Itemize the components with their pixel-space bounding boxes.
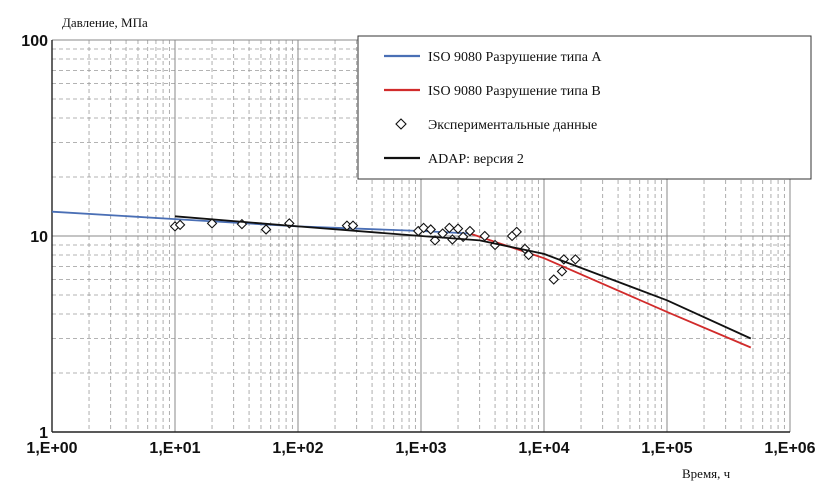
x-tick-label: 1,E+05 — [641, 440, 692, 457]
tick-labels: 1,E+00 1,E+01 1,E+02 1,E+03 1,E+04 1,E+05 1,E+… — [21, 33, 815, 457]
x-tick-label: 1,E+02 — [272, 440, 323, 457]
series-2-line — [469, 232, 752, 349]
data-point-marker — [479, 230, 491, 242]
y-tick-label: 1 — [39, 425, 48, 442]
legend-label: ADAP: версия 2 — [428, 152, 524, 167]
x-tick-label: 1,E+03 — [395, 440, 446, 457]
legend-swatch — [395, 118, 407, 130]
legend-box — [357, 35, 812, 180]
data-point-marker — [523, 249, 534, 261]
data-point-marker — [418, 222, 429, 234]
data-point-marker — [556, 266, 568, 277]
data-point-marker — [260, 224, 272, 235]
series-4-line — [174, 215, 752, 340]
data-point-marker — [452, 223, 464, 234]
y-tick-label: 10 — [30, 229, 48, 246]
x-tick-label: 1,E+00 — [26, 440, 77, 457]
legend-label: ISO 9080 Разрушение типа A — [428, 50, 602, 65]
data-point-marker — [464, 225, 476, 237]
data-point-marker — [206, 218, 218, 229]
x-tick-label: 1,E+06 — [764, 440, 815, 457]
data-point-marker — [444, 222, 455, 234]
series-layer — [51, 210, 752, 349]
data-point-marker — [570, 254, 581, 265]
axes — [51, 40, 790, 433]
legend-label: Экспериментальные данные — [428, 118, 597, 133]
legend: ISO 9080 Разрушение типа A ISO 9080 Разру… — [357, 35, 812, 180]
legend-label: ISO 9080 Разрушение типа B — [428, 84, 601, 99]
x-tick-label: 1,E+01 — [149, 440, 200, 457]
x-tick-label: 1,E+04 — [518, 440, 569, 457]
data-point-marker — [425, 224, 437, 235]
x-axis-label: Время, ч — [682, 466, 731, 481]
y-axis-label: Давление, МПа — [62, 15, 148, 30]
data-point-marker — [511, 226, 522, 238]
y-tick-label: 100 — [21, 33, 48, 50]
data-point-marker — [174, 219, 186, 231]
data-point-marker — [548, 274, 560, 285]
